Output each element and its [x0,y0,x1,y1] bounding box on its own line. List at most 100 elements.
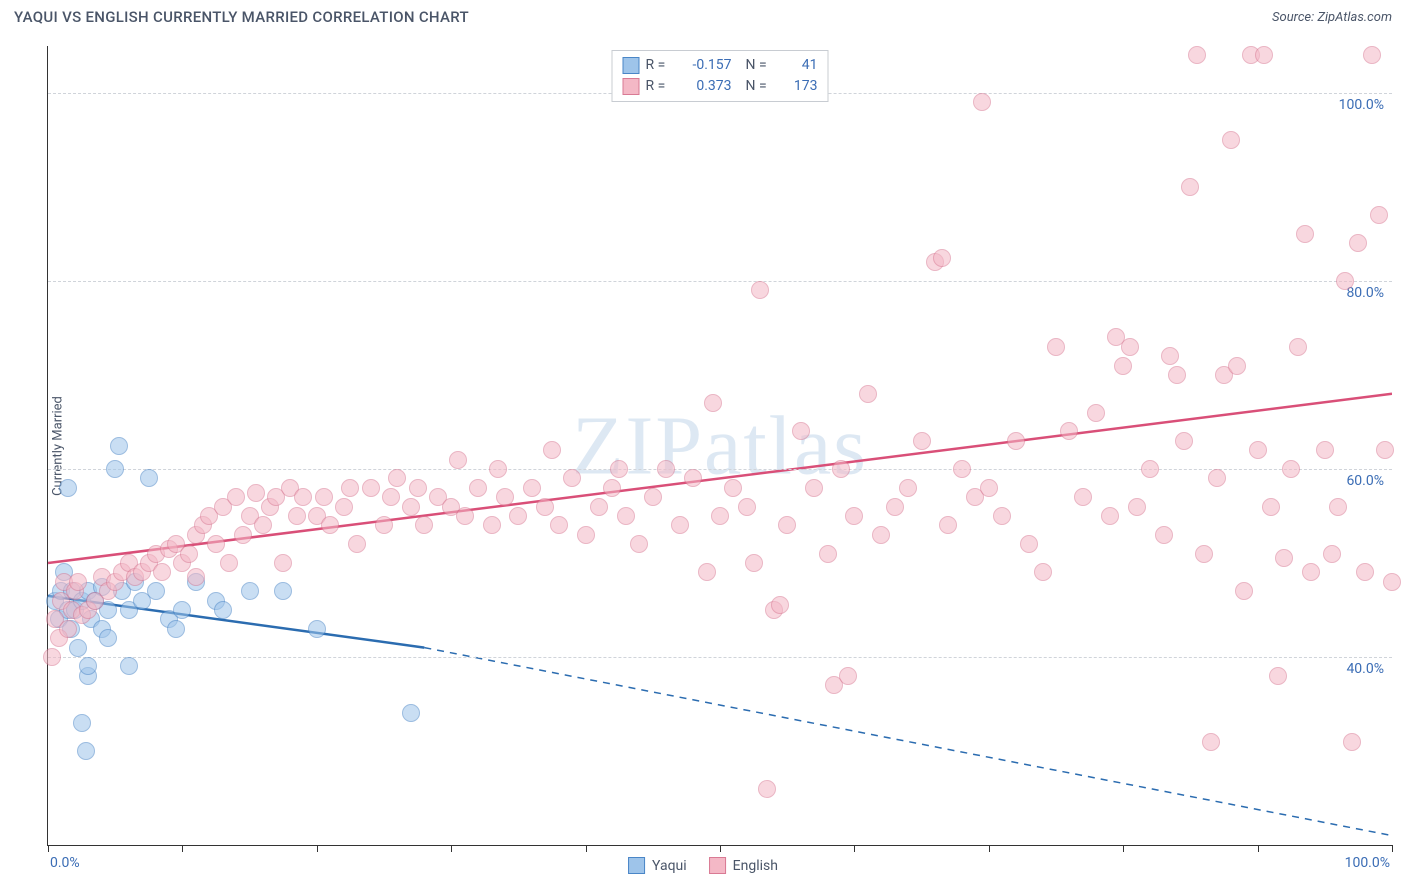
scatter-point [1034,563,1052,581]
scatter-point [610,460,628,478]
scatter-point [1007,432,1025,450]
gridline-h [48,469,1392,470]
scatter-point [167,620,185,638]
scatter-point [771,596,789,614]
legend-row: R =0.373N =173 [623,76,818,97]
scatter-point [73,714,91,732]
scatter-point [698,563,716,581]
scatter-point [402,704,420,722]
scatter-point [1202,733,1220,751]
gridline-h [48,281,1392,282]
scatter-point [227,488,245,506]
scatter-point [523,479,541,497]
scatter-point [388,469,406,487]
scatter-point [939,516,957,534]
scatter-point [738,498,756,516]
scatter-point [1228,357,1246,375]
scatter-point [241,582,259,600]
x-tick [48,845,49,852]
scatter-point [288,507,306,525]
scatter-point [751,281,769,299]
legend-r-value: -0.157 [682,55,732,76]
chart-plot-area: ZIPatlas 40.0%60.0%80.0%100.0%0.0%100.0%… [47,46,1392,846]
x-tick-label-min: 0.0% [50,855,80,871]
y-tick-label: 100.0% [1339,97,1384,113]
scatter-point [993,507,1011,525]
scatter-point [1336,272,1354,290]
scatter-point [402,498,420,516]
scatter-point [220,554,238,572]
scatter-point [1155,526,1173,544]
x-tick [182,845,183,852]
x-tick [989,845,990,852]
scatter-point [1323,545,1341,563]
scatter-point [778,516,796,534]
scatter-point [308,620,326,638]
scatter-point [590,498,608,516]
scatter-point [1370,206,1388,224]
legend-n-label: N = [746,76,776,97]
legend-top: R =-0.157N =41R =0.373N =173 [612,50,829,102]
scatter-point [469,479,487,497]
scatter-point [1296,225,1314,243]
scatter-point [886,498,904,516]
scatter-point [832,460,850,478]
scatter-point [839,667,857,685]
scatter-point [1343,733,1361,751]
scatter-point [335,498,353,516]
scatter-point [899,479,917,497]
gridline-h [48,657,1392,658]
scatter-point [1329,498,1347,516]
legend-swatch [623,57,640,74]
scatter-point [1141,460,1159,478]
scatter-point [321,516,339,534]
scatter-point [483,516,501,534]
scatter-point [1282,460,1300,478]
x-tick [1258,845,1259,852]
scatter-point [409,479,427,497]
source-name: ZipAtlas.com [1317,10,1392,25]
scatter-point [1114,357,1132,375]
scatter-point [294,488,312,506]
scatter-point [1168,366,1186,384]
scatter-point [382,488,400,506]
scatter-point [1302,563,1320,581]
scatter-point [180,545,198,563]
scatter-point [671,516,689,534]
scatter-point [234,526,252,544]
scatter-point [657,460,675,478]
scatter-point [1222,131,1240,149]
scatter-point [348,535,366,553]
scatter-point [1275,549,1293,567]
legend-item: Yaqui [628,857,687,874]
scatter-point [341,479,359,497]
scatter-point [603,479,621,497]
scatter-point [980,479,998,497]
scatter-point [1262,498,1280,516]
x-tick [317,845,318,852]
scatter-point [724,479,742,497]
scatter-point [77,742,95,760]
scatter-point [99,629,117,647]
chart-title: YAQUI VS ENGLISH CURRENTLY MARRIED CORRE… [14,8,469,26]
scatter-point [1020,535,1038,553]
scatter-point [110,437,128,455]
scatter-point [1181,178,1199,196]
scatter-point [247,484,265,502]
scatter-point [1249,441,1267,459]
scatter-point [536,498,554,516]
scatter-point [1235,582,1253,600]
scatter-point [973,93,991,111]
scatter-point [704,394,722,412]
legend-swatch [628,857,645,874]
scatter-point [1349,234,1367,252]
legend-bottom: YaquiEnglish [628,857,778,874]
scatter-point [550,516,568,534]
legend-n-label: N = [746,55,776,76]
scatter-point [153,563,171,581]
scatter-point [1101,507,1119,525]
scatter-point [1060,422,1078,440]
source-credit: Source: ZipAtlas.com [1272,10,1392,25]
scatter-point [577,526,595,544]
scatter-point [147,582,165,600]
